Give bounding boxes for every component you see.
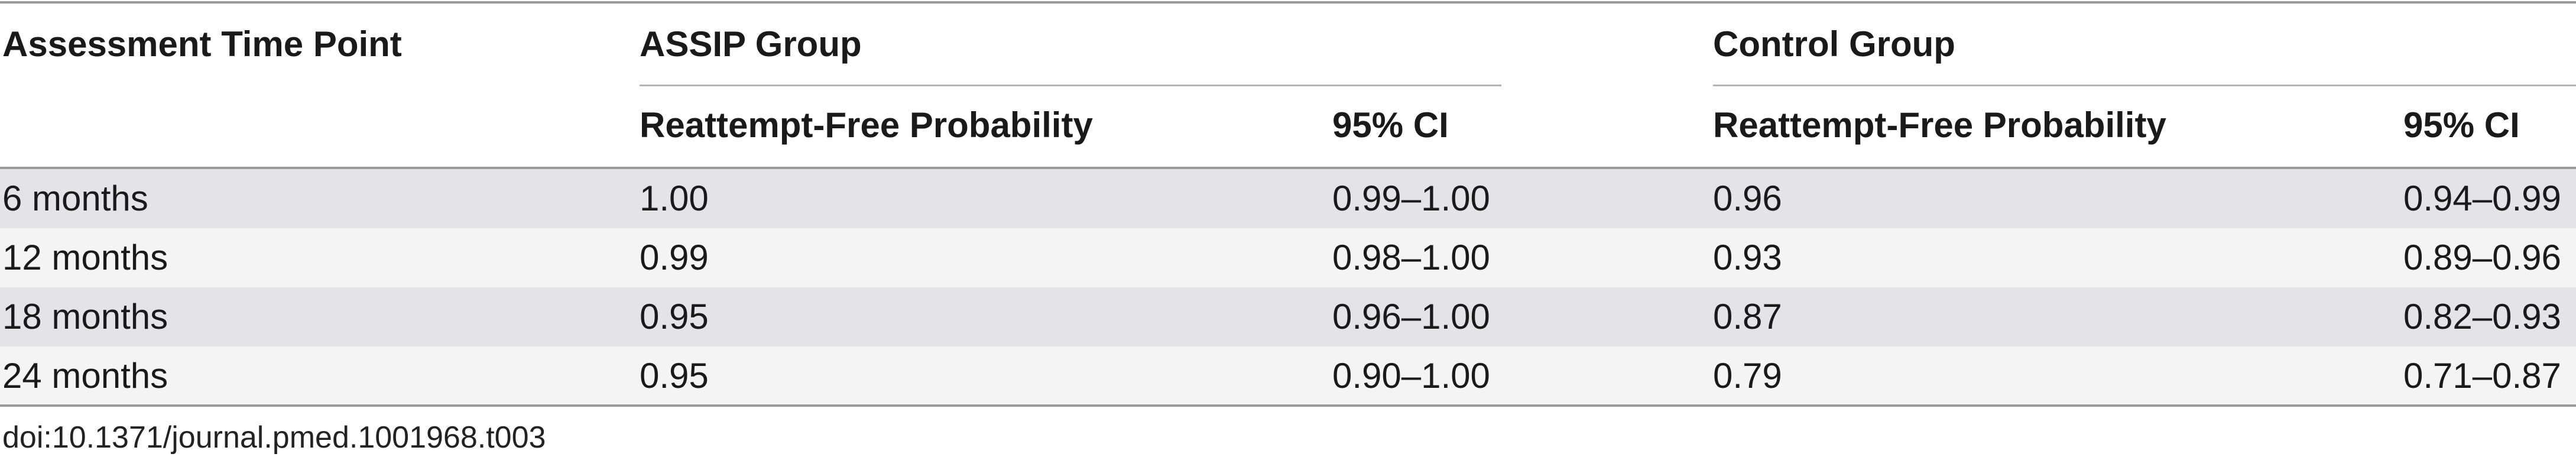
table-doi-caption: doi:10.1371/journal.pmed.1001968.t003 bbox=[2, 420, 546, 455]
cell-time: 12 months bbox=[2, 238, 168, 277]
cell-assip-probability: 1.00 bbox=[640, 179, 709, 218]
cell-control-ci: 0.89–0.96 bbox=[2403, 238, 2561, 277]
header-time-point: Assessment Time Point bbox=[2, 24, 402, 64]
cell-control-probability: 0.96 bbox=[1713, 179, 1782, 218]
table-row: 6 months 1.00 0.99–1.00 0.96 0.94–0.99 bbox=[0, 169, 2576, 228]
table-row: 24 months 0.95 0.90–1.00 0.79 0.71–0.87 bbox=[0, 346, 2576, 406]
cell-control-ci: 0.94–0.99 bbox=[2403, 179, 2561, 218]
header-control-group: Control Group bbox=[1713, 24, 1955, 64]
cell-assip-probability: 0.95 bbox=[640, 297, 709, 336]
cell-control-probability: 0.93 bbox=[1713, 238, 1782, 277]
cell-time: 18 months bbox=[2, 297, 168, 336]
control-group-rule bbox=[1713, 85, 2576, 86]
table-row: 12 months 0.99 0.98–1.00 0.93 0.89–0.96 bbox=[0, 228, 2576, 287]
cell-control-probability: 0.87 bbox=[1713, 297, 1782, 336]
cell-control-probability: 0.79 bbox=[1713, 356, 1782, 396]
cell-assip-ci: 0.90–1.00 bbox=[1332, 356, 1490, 396]
table-top-rule bbox=[0, 1, 2576, 4]
cell-control-ci: 0.71–0.87 bbox=[2403, 356, 2561, 396]
table-row: 18 months 0.95 0.96–1.00 0.87 0.82–0.93 bbox=[0, 287, 2576, 346]
header-assip-probability: Reattempt-Free Probability bbox=[640, 105, 1093, 145]
cell-time: 6 months bbox=[2, 179, 148, 218]
cell-assip-probability: 0.99 bbox=[640, 238, 709, 277]
table-bottom-rule bbox=[0, 404, 2576, 407]
cell-assip-probability: 0.95 bbox=[640, 356, 709, 396]
header-control-ci: 95% CI bbox=[2403, 105, 2520, 145]
cell-time: 24 months bbox=[2, 356, 168, 396]
cell-assip-ci: 0.96–1.00 bbox=[1332, 297, 1490, 336]
cell-assip-ci: 0.99–1.00 bbox=[1332, 179, 1490, 218]
header-assip-ci: 95% CI bbox=[1332, 105, 1449, 145]
cell-control-ci: 0.82–0.93 bbox=[2403, 297, 2561, 336]
header-bottom-rule bbox=[0, 167, 2576, 169]
header-assip-group: ASSIP Group bbox=[640, 24, 862, 64]
cell-assip-ci: 0.98–1.00 bbox=[1332, 238, 1490, 277]
assip-group-rule bbox=[640, 85, 1501, 86]
header-control-probability: Reattempt-Free Probability bbox=[1713, 105, 2166, 145]
